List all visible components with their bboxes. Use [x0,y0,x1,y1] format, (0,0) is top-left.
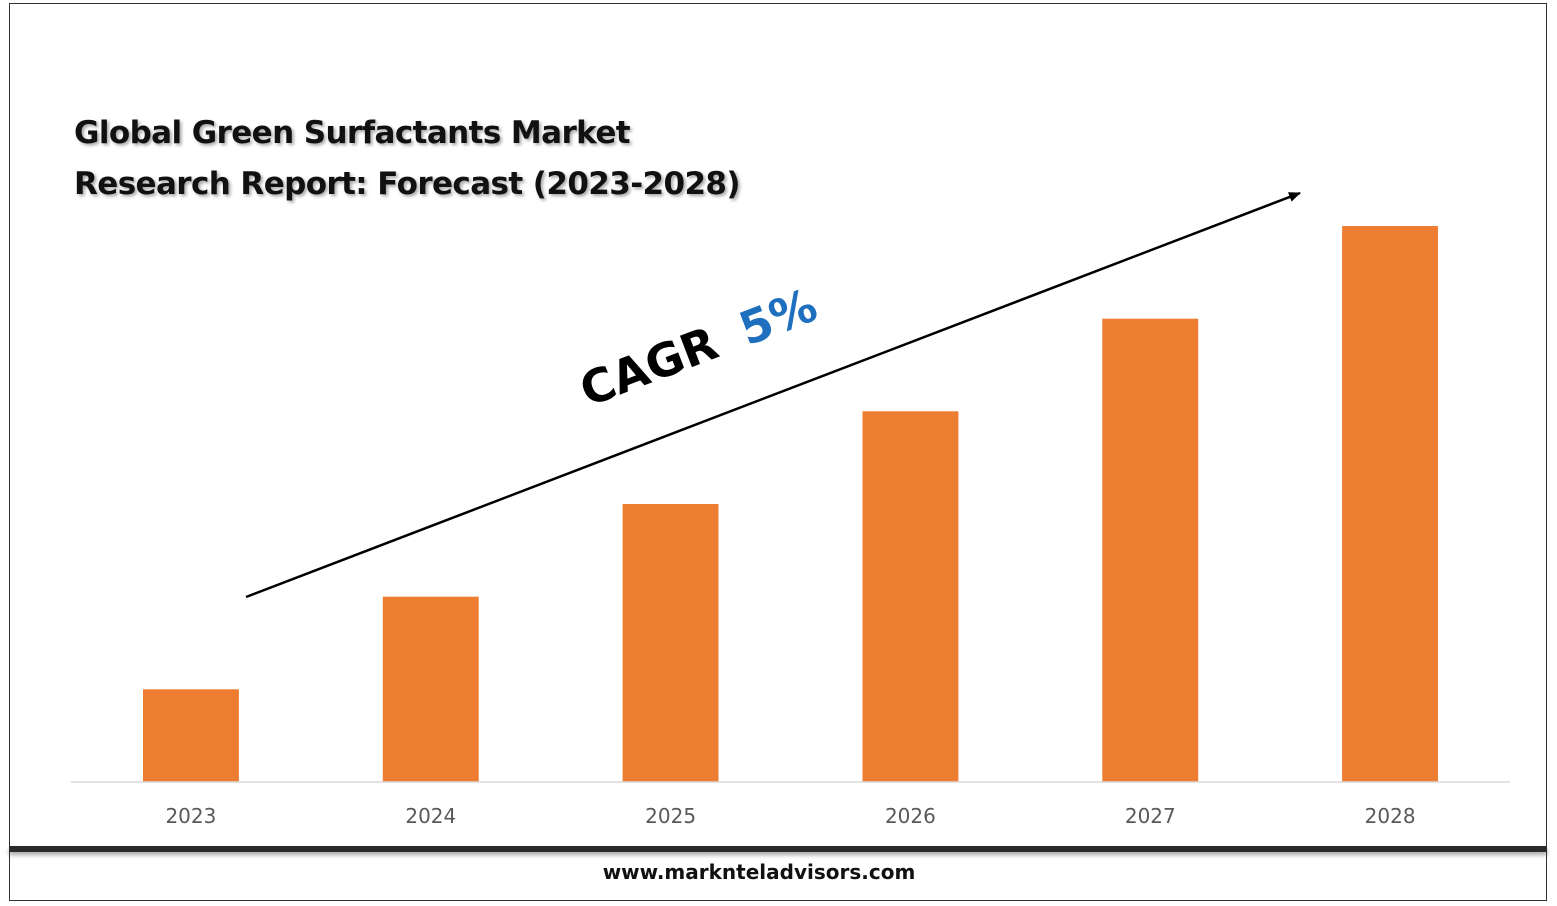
bar-2027 [1102,318,1199,782]
growth-trend-arrow [245,191,1301,599]
cagr-value: 5% [732,278,824,356]
cagr-annotation: CAGR 5% [573,278,825,418]
chart-title-line-2: Research Report: Forecast (2023-2028) [74,166,741,202]
bar-2025 [622,504,719,782]
x-tick-label-2023: 2023 [165,804,216,828]
x-tick-label-2028: 2028 [1365,804,1416,828]
bar-2024 [382,596,479,782]
x-axis-tick-labels: 2023 2024 2025 2026 2027 2028 [165,804,1415,828]
footer-url: www.marknteladvisors.com [602,860,916,884]
bar-series [143,226,1438,782]
x-tick-label-2024: 2024 [405,804,456,828]
chart-title-line-1: Global Green Surfactants Market [74,115,631,151]
footer-divider [9,846,1547,852]
cagr-label: CAGR [573,316,725,417]
bar-2026 [862,411,959,782]
chart-title: Global Green Surfactants Market Research… [74,108,741,210]
bar-2023 [143,689,239,782]
x-tick-label-2026: 2026 [885,804,936,828]
x-tick-label-2027: 2027 [1125,804,1176,828]
bar-2028 [1342,226,1438,782]
chart-frame [9,3,1547,901]
x-tick-label-2025: 2025 [645,804,696,828]
